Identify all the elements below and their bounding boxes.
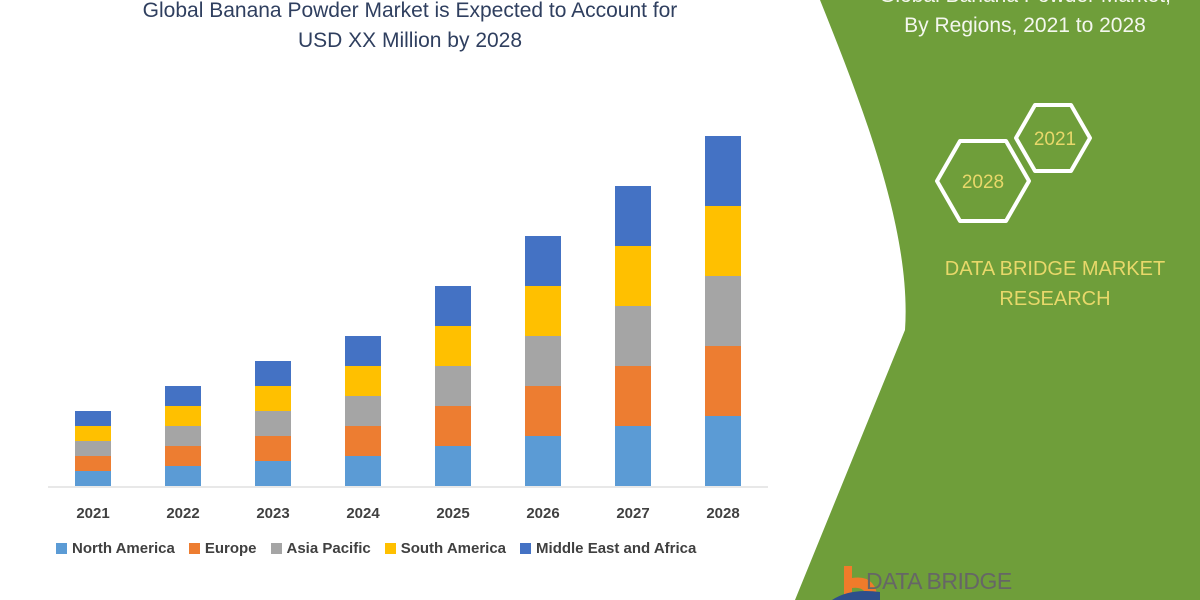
logo-icon (832, 566, 880, 600)
brand-name: DATA BRIDGE MARKET RESEARCH (905, 254, 1200, 314)
x-tick-label: 2027 (616, 505, 649, 522)
x-tick-label: 2028 (706, 505, 739, 522)
x-tick-label: 2025 (436, 505, 469, 522)
legend-label: Europe (204, 540, 257, 557)
x-tick-label: 2024 (346, 505, 380, 522)
bar-segment-2021-middle-east-and-africa (75, 411, 111, 426)
legend: North America Europe Asia Pacific South Ame… (56, 540, 696, 557)
bar-segment-2022-middle-east-and-africa (165, 386, 201, 406)
bar-segment-2023-north-america (255, 461, 291, 486)
title-line-2: USD XX Million by 2028 (297, 29, 523, 52)
bar-segment-2027-middle-east-and-africa (615, 186, 651, 246)
bar-segment-2028-asia-pacific (705, 276, 741, 346)
bar-segment-2023-europe (255, 436, 291, 461)
bar-segment-2021-north-america (75, 471, 111, 486)
legend-item: North America (56, 540, 175, 557)
x-tick-label: 2022 (166, 505, 199, 522)
legend-label: South America (400, 540, 507, 557)
chart-title: Global Banana Powder Market is Expected … (60, 0, 760, 56)
bar-segment-2022-north-america (165, 466, 201, 486)
bar-segment-2024-south-america (345, 366, 381, 396)
bar-segment-2025-north-america (435, 446, 471, 486)
side-title-line-2: By Regions, 2021 to 2028 (904, 14, 1146, 37)
bar-segment-2026-europe (525, 386, 561, 436)
bar-segment-2024-middle-east-and-africa (345, 336, 381, 366)
bar-segment-2022-asia-pacific (165, 426, 201, 446)
x-tick-labels: 2021 2022 2023 2024 2025 2026 2027 2028 (76, 505, 739, 522)
bar-segment-2026-north-america (525, 436, 561, 486)
legend-label: North America (72, 540, 175, 557)
bar-segment-2026-asia-pacific (525, 336, 561, 386)
hex-start-year: 2021 (1034, 129, 1076, 150)
bar-segment-2023-middle-east-and-africa (255, 361, 291, 386)
hexagon-2028: 2028 (935, 139, 1031, 223)
bars (75, 136, 741, 486)
bar-segment-2024-asia-pacific (345, 396, 381, 426)
legend-swatch (270, 543, 282, 554)
legend-label: Asia Pacific (286, 540, 371, 557)
bar-segment-2021-europe (75, 456, 111, 471)
legend-item: Europe (188, 540, 257, 557)
bar-segment-2028-north-america (705, 416, 741, 486)
bar-segment-2024-europe (345, 426, 381, 456)
x-tick-label: 2023 (256, 505, 289, 522)
legend-swatch (188, 543, 200, 554)
bar-segment-2023-asia-pacific (255, 411, 291, 436)
brand-line-1: DATA BRIDGE MARKET (944, 258, 1166, 280)
logo-text: DATA BRIDGE (866, 568, 1012, 594)
bar-segment-2025-middle-east-and-africa (435, 286, 471, 326)
title-line-1: Global Banana Powder Market is Expected … (142, 0, 678, 22)
bar-segment-2028-middle-east-and-africa (705, 136, 741, 206)
legend-label: Middle East and Africa (536, 540, 697, 557)
hex-end-year: 2028 (962, 172, 1004, 193)
side-title-line-1: Global Banana Powder Market, (840, 0, 1200, 11)
bar-segment-2027-europe (615, 366, 651, 426)
bar-segment-2028-south-america (705, 206, 741, 276)
bar-segment-2022-europe (165, 446, 201, 466)
bar-segment-2025-south-america (435, 326, 471, 366)
legend-swatch (56, 543, 67, 554)
bar-segment-2021-south-america (75, 426, 111, 441)
x-tick-label: 2026 (526, 505, 559, 522)
bar-segment-2023-south-america (255, 386, 291, 411)
side-title: Global Banana Powder Market, By Regions,… (840, 0, 1200, 41)
x-tick-label: 2021 (76, 505, 109, 522)
bar-segment-2028-europe (705, 346, 741, 416)
bar-segment-2026-middle-east-and-africa (525, 236, 561, 286)
bar-segment-2022-south-america (165, 406, 201, 426)
bar-segment-2025-asia-pacific (435, 366, 471, 406)
bar-segment-2027-south-america (615, 246, 651, 306)
brand-line-2: RESEARCH (999, 288, 1111, 310)
legend-item: South America (384, 540, 507, 557)
legend-item: Asia Pacific (270, 540, 371, 557)
bar-segment-2027-asia-pacific (615, 306, 651, 366)
legend-item: Middle East and Africa (520, 540, 696, 557)
bar-segment-2025-europe (435, 406, 471, 446)
bar-segment-2027-north-america (615, 426, 651, 486)
bar-segment-2021-asia-pacific (75, 441, 111, 456)
legend-swatch (520, 543, 532, 554)
legend-swatch (384, 543, 396, 554)
green-side-panel (795, 0, 1200, 600)
bar-segment-2026-south-america (525, 286, 561, 336)
bar-segment-2024-north-america (345, 456, 381, 486)
hexagon-2021: 2021 (1014, 103, 1092, 173)
